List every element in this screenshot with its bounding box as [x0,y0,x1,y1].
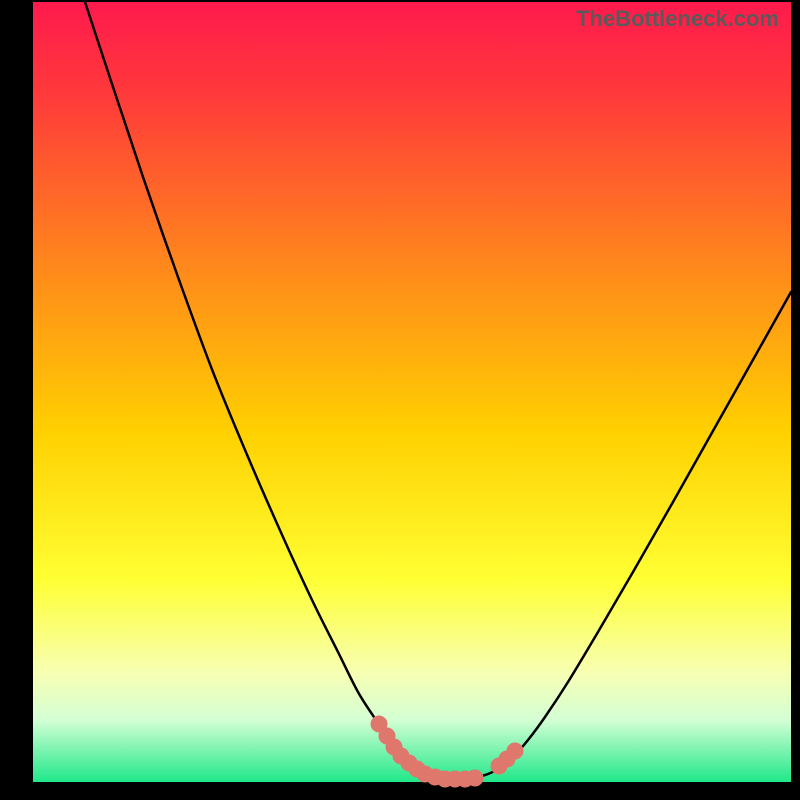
curve-layer [33,2,791,782]
plot-area: TheBottleneck.com [33,2,791,782]
marker-point [467,770,483,786]
marker-group-bottom-bar [417,766,483,787]
chart-root: TheBottleneck.com [0,0,800,800]
watermark-text: TheBottleneck.com [576,6,779,32]
marker-group-left-cluster [371,716,425,777]
marker-group-right-cluster [491,743,523,774]
marker-point [507,743,523,759]
bottleneck-curve [85,2,791,779]
